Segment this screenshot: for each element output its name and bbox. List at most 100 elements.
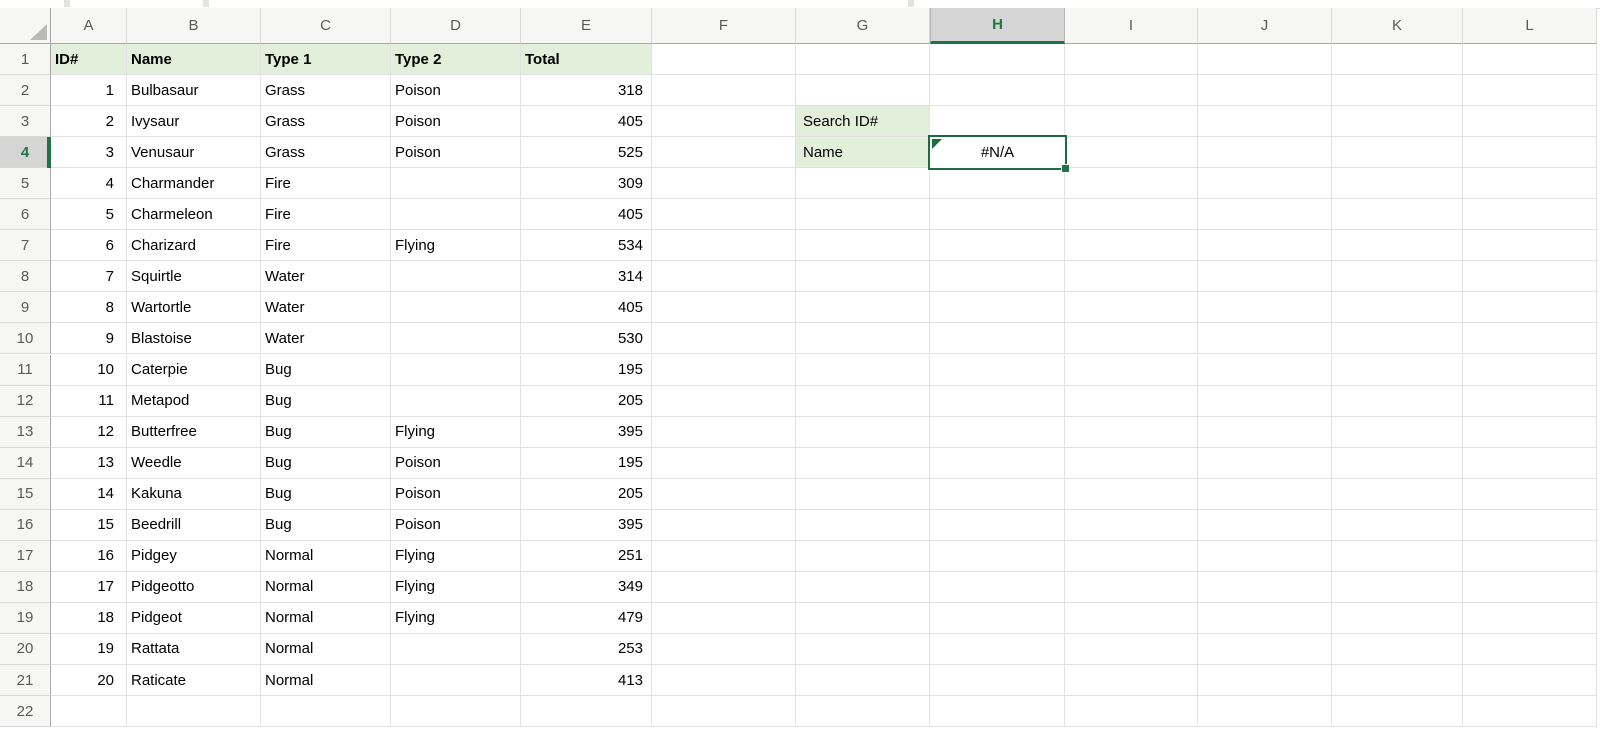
select-all-button[interactable] <box>0 8 51 44</box>
cell-G11[interactable] <box>796 354 930 386</box>
cell-C15[interactable]: Bug <box>261 478 391 510</box>
cell-E18[interactable]: 349 <box>521 571 652 603</box>
cell-C1[interactable]: Type 1 <box>261 44 391 76</box>
cell-I5[interactable] <box>1065 168 1198 200</box>
row-header-4[interactable]: 4 <box>0 137 51 169</box>
cell-F1[interactable] <box>652 44 796 76</box>
cell-C11[interactable]: Bug <box>261 354 391 386</box>
cell-H10[interactable] <box>930 323 1065 355</box>
cell-F11[interactable] <box>652 354 796 386</box>
cell-B4[interactable]: Venusaur <box>127 137 261 169</box>
cell-L5[interactable] <box>1463 168 1597 200</box>
cell-I22[interactable] <box>1065 696 1198 728</box>
cell-E21[interactable]: 413 <box>521 665 652 697</box>
cell-H8[interactable] <box>930 261 1065 293</box>
cell-L15[interactable] <box>1463 478 1597 510</box>
cell-I13[interactable] <box>1065 416 1198 448</box>
cell-K11[interactable] <box>1332 354 1463 386</box>
cell-K7[interactable] <box>1332 230 1463 262</box>
cell-F14[interactable] <box>652 447 796 479</box>
cell-J7[interactable] <box>1198 230 1332 262</box>
column-header-H[interactable]: H <box>930 8 1065 44</box>
cell-L20[interactable] <box>1463 633 1597 665</box>
cell-E1[interactable]: Total <box>521 44 652 76</box>
cell-L14[interactable] <box>1463 447 1597 479</box>
cell-G8[interactable] <box>796 261 930 293</box>
cell-H21[interactable] <box>930 665 1065 697</box>
cell-L11[interactable] <box>1463 354 1597 386</box>
cell-J14[interactable] <box>1198 447 1332 479</box>
cell-J18[interactable] <box>1198 571 1332 603</box>
column-header-G[interactable]: G <box>796 8 930 44</box>
cell-C16[interactable]: Bug <box>261 509 391 541</box>
cell-A6[interactable]: 5 <box>51 199 127 231</box>
cell-B3[interactable]: Ivysaur <box>127 106 261 138</box>
cell-J21[interactable] <box>1198 665 1332 697</box>
cell-E5[interactable]: 309 <box>521 168 652 200</box>
row-header-20[interactable]: 20 <box>0 633 51 665</box>
cell-B22[interactable] <box>127 696 261 728</box>
row-header-12[interactable]: 12 <box>0 385 51 417</box>
cell-I12[interactable] <box>1065 385 1198 417</box>
cell-D13[interactable]: Flying <box>391 416 521 448</box>
cell-B14[interactable]: Weedle <box>127 447 261 479</box>
cell-D2[interactable]: Poison <box>391 75 521 107</box>
cell-E11[interactable]: 195 <box>521 354 652 386</box>
cell-F15[interactable] <box>652 478 796 510</box>
cell-H12[interactable] <box>930 385 1065 417</box>
cell-I8[interactable] <box>1065 261 1198 293</box>
cell-J12[interactable] <box>1198 385 1332 417</box>
cell-J5[interactable] <box>1198 168 1332 200</box>
cell-E2[interactable]: 318 <box>521 75 652 107</box>
cell-A10[interactable]: 9 <box>51 323 127 355</box>
cell-A21[interactable]: 20 <box>51 665 127 697</box>
cell-A5[interactable]: 4 <box>51 168 127 200</box>
cell-I15[interactable] <box>1065 478 1198 510</box>
cell-H14[interactable] <box>930 447 1065 479</box>
cell-L2[interactable] <box>1463 75 1597 107</box>
cell-L1[interactable] <box>1463 44 1597 76</box>
cell-J20[interactable] <box>1198 633 1332 665</box>
row-header-16[interactable]: 16 <box>0 509 51 541</box>
cell-H7[interactable] <box>930 230 1065 262</box>
cell-E12[interactable]: 205 <box>521 385 652 417</box>
cell-H3[interactable] <box>930 106 1065 138</box>
cell-B10[interactable]: Blastoise <box>127 323 261 355</box>
cell-G14[interactable] <box>796 447 930 479</box>
cell-K14[interactable] <box>1332 447 1463 479</box>
cell-I16[interactable] <box>1065 509 1198 541</box>
cell-J2[interactable] <box>1198 75 1332 107</box>
cell-A14[interactable]: 13 <box>51 447 127 479</box>
cell-F7[interactable] <box>652 230 796 262</box>
cell-F8[interactable] <box>652 261 796 293</box>
cell-J15[interactable] <box>1198 478 1332 510</box>
cell-H2[interactable] <box>930 75 1065 107</box>
cell-D12[interactable] <box>391 385 521 417</box>
cell-I10[interactable] <box>1065 323 1198 355</box>
row-header-13[interactable]: 13 <box>0 416 51 448</box>
cell-F12[interactable] <box>652 385 796 417</box>
cell-A9[interactable]: 8 <box>51 292 127 324</box>
cell-I4[interactable] <box>1065 137 1198 169</box>
cell-C19[interactable]: Normal <box>261 602 391 634</box>
cell-C3[interactable]: Grass <box>261 106 391 138</box>
cell-C17[interactable]: Normal <box>261 540 391 572</box>
cell-B17[interactable]: Pidgey <box>127 540 261 572</box>
cell-L4[interactable] <box>1463 137 1597 169</box>
cell-J13[interactable] <box>1198 416 1332 448</box>
cell-I21[interactable] <box>1065 665 1198 697</box>
cell-B1[interactable]: Name <box>127 44 261 76</box>
cell-K10[interactable] <box>1332 323 1463 355</box>
column-header-I[interactable]: I <box>1065 8 1198 44</box>
cell-B2[interactable]: Bulbasaur <box>127 75 261 107</box>
cell-F13[interactable] <box>652 416 796 448</box>
cell-F2[interactable] <box>652 75 796 107</box>
cell-J17[interactable] <box>1198 540 1332 572</box>
cell-C6[interactable]: Fire <box>261 199 391 231</box>
cell-E13[interactable]: 395 <box>521 416 652 448</box>
cell-H5[interactable] <box>930 168 1065 200</box>
cell-E15[interactable]: 205 <box>521 478 652 510</box>
cell-K1[interactable] <box>1332 44 1463 76</box>
column-header-L[interactable]: L <box>1463 8 1597 44</box>
cell-L16[interactable] <box>1463 509 1597 541</box>
